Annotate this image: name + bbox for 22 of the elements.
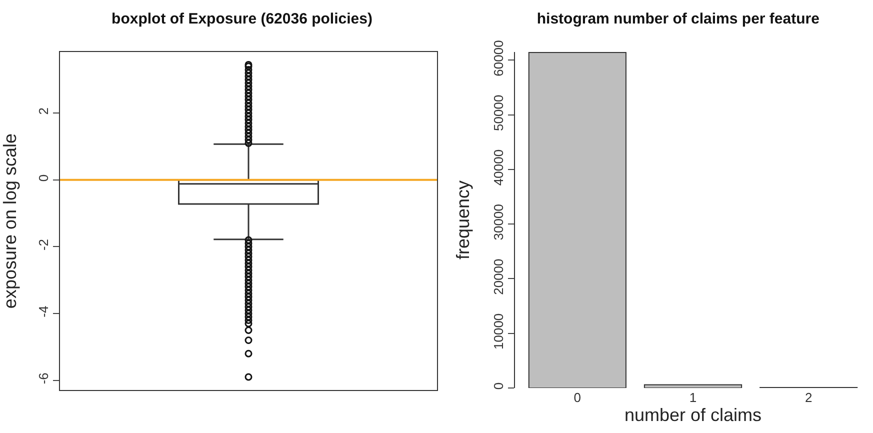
y-tick-label: 50000 xyxy=(490,94,506,131)
y-tick-label: 0 xyxy=(490,382,506,390)
y-tick-label: 2 xyxy=(36,108,51,115)
x-tick-label: 1 xyxy=(689,390,697,405)
bar xyxy=(644,384,742,388)
y-tick-label: -6 xyxy=(36,372,51,384)
chart-title: histogram number of claims per feature xyxy=(536,10,820,28)
y-tick-label: -2 xyxy=(36,238,51,251)
x-axis-title: number of claims xyxy=(624,405,762,426)
y-tick-label: -4 xyxy=(36,306,51,318)
y-axis-title: frequency xyxy=(453,180,473,260)
y-axis-title: exposure on log scale xyxy=(0,133,20,309)
y-tick-label: 20000 xyxy=(490,258,506,295)
bar xyxy=(528,52,626,388)
y-tick-label: 60000 xyxy=(490,40,506,76)
y-tick-label: 40000 xyxy=(490,149,506,186)
chart-title: boxplot of Exposure (62036 policies) xyxy=(112,10,372,28)
y-tick-label: 10000 xyxy=(490,313,506,350)
y-tick-label: 0 xyxy=(36,174,51,182)
x-tick-label: 0 xyxy=(574,390,582,405)
x-tick-label: 2 xyxy=(804,390,812,405)
y-tick-label: 30000 xyxy=(490,204,506,240)
